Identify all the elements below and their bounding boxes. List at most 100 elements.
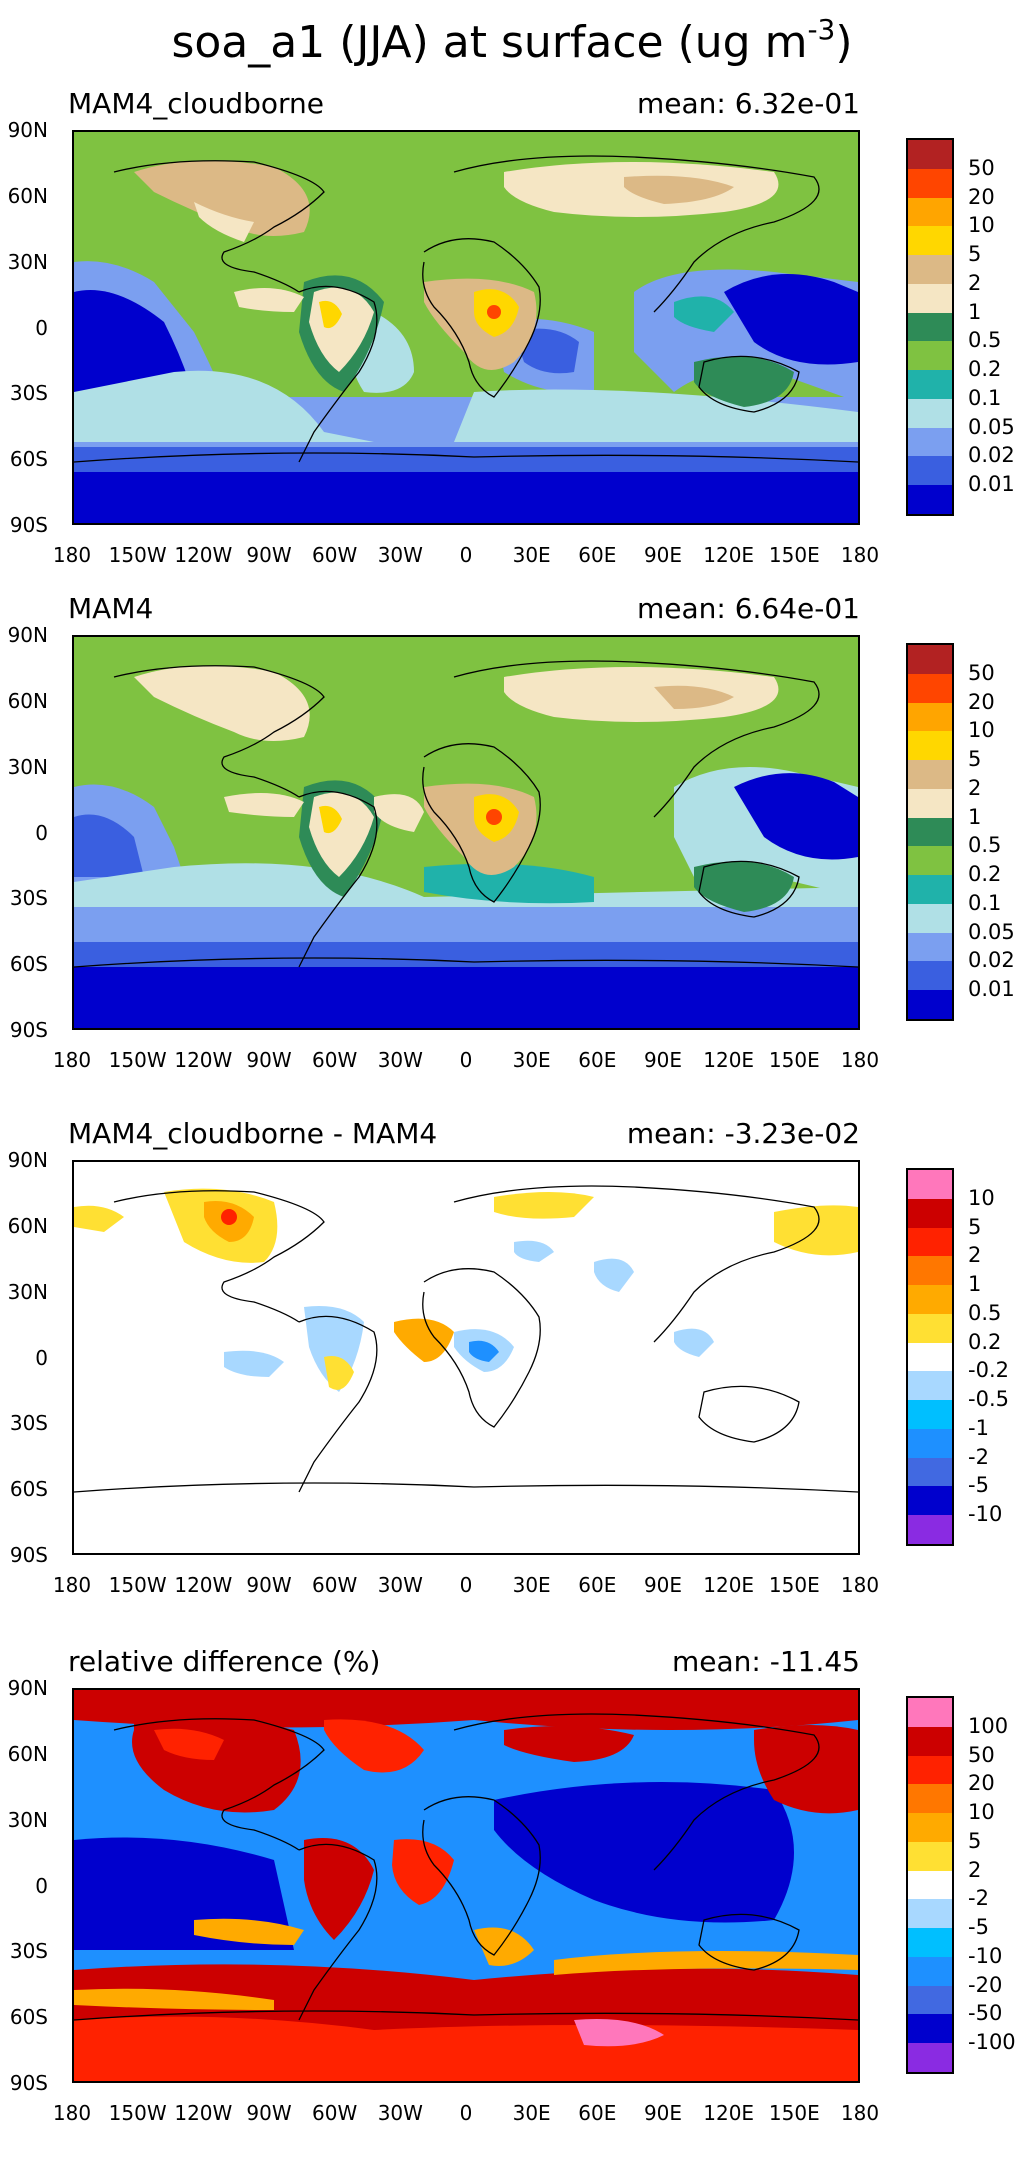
lon-tick-label: 120E <box>703 543 755 567</box>
colorbar-swatch <box>908 140 952 170</box>
lat-tick-label: 60N <box>7 183 48 208</box>
lon-tick-label: 90E <box>643 543 683 567</box>
title-text: soa_a1 (JJA) at surface (ug m <box>171 17 808 68</box>
lon-tick-label: 180 <box>840 1573 880 1597</box>
colorbar-swatch <box>908 1784 952 1814</box>
lon-tick-label: 90E <box>643 1048 683 1072</box>
lat-tick-label: 90N <box>7 118 48 142</box>
lon-tick-label: 180 <box>840 543 880 567</box>
lon-tick-label: 150W <box>108 543 167 567</box>
colorbar-label: 100 <box>968 1713 1009 1738</box>
lon-tick-label: 90E <box>643 1573 683 1597</box>
lon-tick-label: 60E <box>578 1573 617 1597</box>
colorbar-swatch <box>908 788 952 819</box>
lon-tick-label: 0 <box>459 2101 473 2125</box>
lon-tick-label: 0 <box>459 1573 473 1597</box>
colorbar-label: 0.02 <box>968 948 1015 973</box>
lat-tick-label: 30S <box>9 1411 48 1436</box>
panel-relative-difference: relative difference (%) mean: -11.45 <box>0 1613 1024 2133</box>
colorbar-label: 5 <box>968 1214 982 1239</box>
colorbar-label: -20 <box>968 1972 1003 1997</box>
lat-tick-label: 30N <box>7 1807 48 1832</box>
map-plot <box>72 1688 860 2083</box>
lon-tick-label: 60W <box>312 1048 358 1072</box>
colorbar-swatch <box>908 961 952 991</box>
colorbar-label: 1 <box>968 1272 982 1297</box>
panel-cloudborne: MAM4_cloudborne mean: 6.32e-01 <box>0 55 1024 575</box>
lat-tick-label: 90S <box>9 1543 48 1567</box>
colorbar-label: 1 <box>968 804 982 829</box>
lon-tick-label: 60E <box>578 2101 617 2125</box>
colorbar-swatch <box>908 1371 952 1401</box>
lon-tick-label: 180 <box>840 2101 880 2125</box>
colorbar-swatch <box>908 312 952 342</box>
colorbar-label: -10 <box>968 1943 1003 1968</box>
colorbar-swatch <box>908 1170 952 1200</box>
colorbar-label: 0.01 <box>968 977 1015 1002</box>
lon-tick-label: 30E <box>512 1573 551 1597</box>
colorbar-swatch <box>908 1285 952 1315</box>
lon-tick-label: 180 <box>52 543 92 567</box>
lon-tick-label: 120E <box>703 1048 755 1072</box>
lon-tick-label: 30W <box>377 543 423 567</box>
colorbar-label: 10 <box>968 213 995 238</box>
lon-tick-label: 150E <box>768 2101 820 2125</box>
colorbar-swatch <box>908 1928 952 1958</box>
panel-mean: mean: 6.32e-01 <box>636 87 860 120</box>
colorbar-swatch <box>908 1726 952 1757</box>
colorbar-swatch <box>908 1400 952 1430</box>
panel-mean: mean: -3.23e-02 <box>626 1117 860 1150</box>
lat-tick-label: 60S <box>9 952 48 977</box>
colorbar-label: 1 <box>968 299 982 324</box>
lon-tick-label: 120W <box>174 543 233 567</box>
colorbar-swatch <box>908 370 952 400</box>
colorbar-swatch <box>908 875 952 905</box>
lon-tick-label: 180 <box>52 1573 92 1597</box>
lon-tick-label: 120E <box>703 1573 755 1597</box>
lon-tick-label: 0 <box>459 543 473 567</box>
colorbar-label: -5 <box>968 1473 989 1498</box>
lon-tick-label: 150E <box>768 1048 820 1072</box>
colorbar-label: 5 <box>968 1828 982 1853</box>
map-plot <box>72 1160 860 1555</box>
colorbar-swatch <box>908 427 952 457</box>
colorbar-label: 0.05 <box>968 414 1015 439</box>
title-close: ) <box>835 17 853 68</box>
colorbar-swatch <box>908 1227 952 1257</box>
colorbar-label: -0.5 <box>968 1387 1009 1412</box>
colorbar-label: -1 <box>968 1415 989 1440</box>
lat-tick-label: 30N <box>7 754 48 779</box>
lat-tick-label: 0 <box>35 1873 48 1898</box>
colorbar-swatch <box>908 2043 952 2073</box>
panel-mam4: MAM4 mean: 6.64e-01 <box>0 560 1024 1080</box>
lon-tick-label: 150E <box>768 1573 820 1597</box>
title-exponent: -3 <box>807 13 836 46</box>
colorbar-label: 20 <box>968 1771 995 1796</box>
lat-tick-label: 90S <box>9 513 48 537</box>
lon-tick-label: 180 <box>52 1048 92 1072</box>
colorbar-swatch <box>908 168 952 199</box>
lon-tick-label: 60W <box>312 2101 358 2125</box>
lat-tick-label: 60S <box>9 447 48 472</box>
lat-tick-label: 90N <box>7 623 48 647</box>
lat-tick-label: 90S <box>9 1018 48 1042</box>
lat-tick-label: 60S <box>9 1477 48 1502</box>
colorbar-label: 0.05 <box>968 919 1015 944</box>
lat-tick-label: 90N <box>7 1148 48 1172</box>
colorbar-swatch <box>908 1515 952 1545</box>
colorbar-swatch <box>908 226 952 256</box>
colorbar-label: -50 <box>968 2001 1003 2026</box>
colorbar-swatch <box>908 1755 952 1785</box>
colorbar-swatch <box>908 398 952 429</box>
colorbar-swatch <box>908 817 952 847</box>
lon-tick-label: 30W <box>377 1048 423 1072</box>
colorbar-label: 10 <box>968 1800 995 1825</box>
lon-tick-label: 120E <box>703 2101 755 2125</box>
colorbar-swatch <box>908 456 952 486</box>
colorbar-label: 20 <box>968 184 995 209</box>
colorbar-swatch <box>908 1956 952 1987</box>
lat-tick-label: 90N <box>7 1676 48 1700</box>
colorbar-label: 0.5 <box>968 833 1002 858</box>
map-plot <box>72 635 860 1030</box>
colorbar-swatch <box>908 197 952 227</box>
